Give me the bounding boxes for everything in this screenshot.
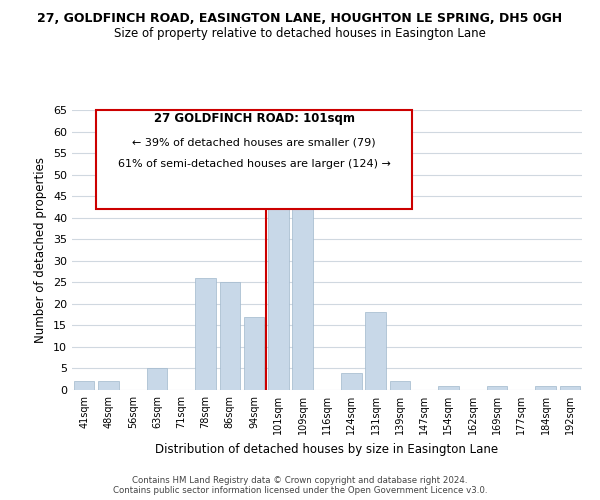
Text: 61% of semi-detached houses are larger (124) →: 61% of semi-detached houses are larger (…	[118, 159, 391, 169]
Text: Contains HM Land Registry data © Crown copyright and database right 2024.: Contains HM Land Registry data © Crown c…	[132, 476, 468, 485]
Bar	[98, 382, 119, 390]
Bar	[560, 386, 580, 390]
Y-axis label: Number of detached properties: Number of detached properties	[34, 157, 47, 343]
FancyBboxPatch shape	[96, 110, 412, 209]
Bar	[195, 278, 216, 390]
Bar	[365, 312, 386, 390]
Bar	[389, 382, 410, 390]
Bar	[146, 368, 167, 390]
Text: 27, GOLDFINCH ROAD, EASINGTON LANE, HOUGHTON LE SPRING, DH5 0GH: 27, GOLDFINCH ROAD, EASINGTON LANE, HOUG…	[37, 12, 563, 26]
Bar	[341, 373, 362, 390]
Bar	[487, 386, 508, 390]
Bar	[74, 382, 94, 390]
Text: Contains public sector information licensed under the Open Government Licence v3: Contains public sector information licen…	[113, 486, 487, 495]
Text: ← 39% of detached houses are smaller (79): ← 39% of detached houses are smaller (79…	[133, 138, 376, 147]
Bar	[535, 386, 556, 390]
Bar	[220, 282, 240, 390]
Bar	[268, 162, 289, 390]
Text: Size of property relative to detached houses in Easington Lane: Size of property relative to detached ho…	[114, 28, 486, 40]
Bar	[244, 317, 265, 390]
Bar	[438, 386, 459, 390]
Text: 27 GOLDFINCH ROAD: 101sqm: 27 GOLDFINCH ROAD: 101sqm	[154, 112, 355, 125]
X-axis label: Distribution of detached houses by size in Easington Lane: Distribution of detached houses by size …	[155, 442, 499, 456]
Bar	[292, 205, 313, 390]
